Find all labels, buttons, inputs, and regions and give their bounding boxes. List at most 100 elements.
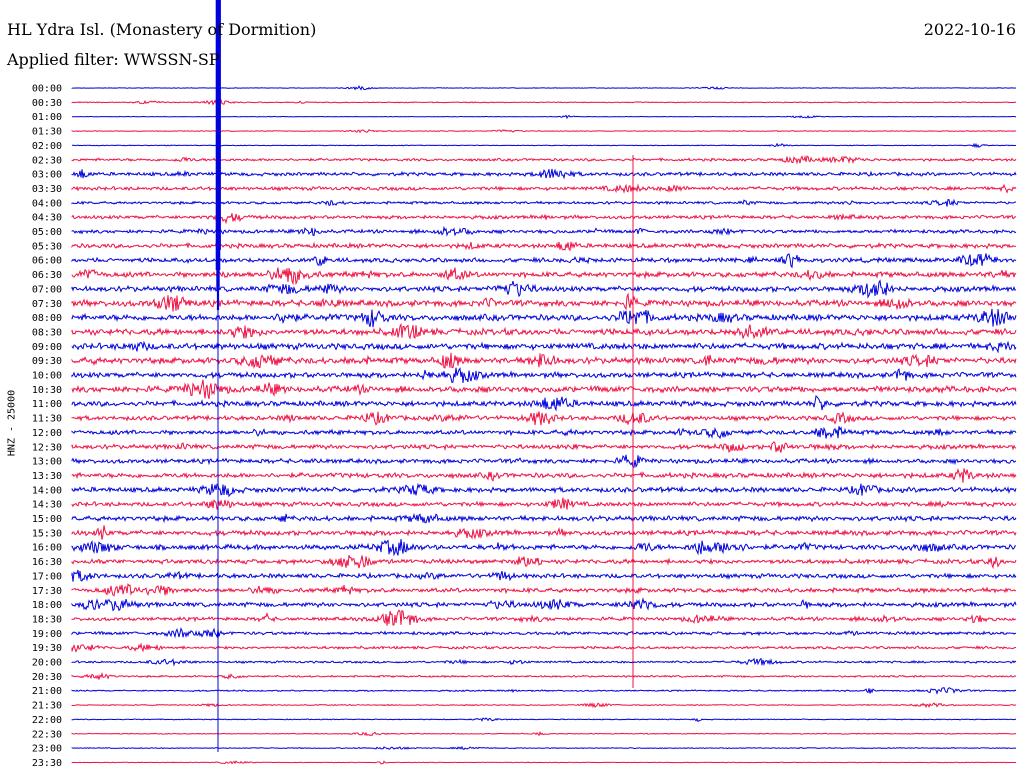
seismic-trace (71, 168, 1017, 180)
seismic-trace (71, 241, 1017, 252)
row-time-label: 08:00 (32, 313, 62, 324)
row-time-label: 02:30 (32, 155, 62, 166)
row-time-label: 23:00 (32, 744, 62, 755)
row-time-label: 16:00 (32, 543, 62, 554)
seismic-trace (71, 426, 1017, 440)
row-time-label: 03:00 (32, 170, 62, 181)
seismic-trace (71, 340, 1017, 354)
seismic-trace (71, 482, 1017, 498)
row-time-label: 15:30 (32, 528, 62, 539)
seismic-trace (71, 497, 1017, 510)
row-time-label: 00:30 (32, 98, 62, 109)
seismic-trace (71, 686, 1017, 695)
seismic-trace (71, 717, 1016, 722)
seismic-trace (71, 183, 1017, 194)
row-time-label: 01:30 (32, 127, 62, 138)
row-time-label: 12:30 (32, 442, 62, 453)
seismic-trace (71, 352, 1017, 370)
row-time-label: 11:30 (32, 414, 62, 425)
row-time-label: 12:00 (32, 428, 62, 439)
row-time-label: 21:00 (32, 686, 62, 697)
station-title: HL Ydra Isl. (Monastery of Dormition) (7, 20, 317, 39)
seismic-trace (71, 253, 1017, 269)
row-time-label: 11:00 (32, 399, 62, 410)
seismic-trace (71, 129, 1017, 134)
seismic-trace (71, 279, 1017, 299)
row-time-label: 13:30 (32, 471, 62, 482)
seismic-trace (71, 583, 1016, 597)
channel-axis-label: HNZ - 25000 (6, 389, 18, 457)
seismic-trace (71, 441, 1017, 453)
seismic-trace (71, 671, 1017, 680)
seismic-trace (71, 525, 1017, 540)
seismic-trace (71, 569, 1017, 582)
seismic-trace (71, 379, 1017, 400)
seismic-trace (71, 642, 1017, 653)
seismic-trace (71, 395, 1017, 412)
seismic-trace (71, 597, 1017, 612)
seismic-trace (71, 760, 1016, 765)
filter-label: Applied filter: WWSSN-SP (7, 50, 220, 69)
row-time-label: 04:30 (32, 213, 62, 224)
seismic-trace (71, 627, 1017, 639)
seismic-trace (71, 730, 1017, 737)
row-time-label: 17:30 (32, 586, 62, 597)
row-time-label: 22:00 (32, 715, 62, 726)
row-time-label: 13:00 (32, 457, 62, 468)
row-time-label: 04:00 (32, 198, 62, 209)
seismic-trace (71, 468, 1017, 483)
row-time-label: 09:30 (32, 356, 62, 367)
row-time-label: 08:30 (32, 327, 62, 338)
row-time-label: 18:00 (32, 600, 62, 611)
seismic-trace (71, 292, 1017, 312)
row-time-label: 07:00 (32, 284, 62, 295)
row-time-label: 22:30 (32, 729, 62, 740)
seismic-trace (72, 114, 1017, 120)
seismic-trace (71, 85, 1017, 91)
seismic-trace (71, 538, 1016, 557)
row-time-label: 19:00 (32, 629, 62, 640)
seismic-trace (71, 308, 1017, 328)
seismic-trace (71, 657, 1017, 667)
seismic-trace (71, 609, 1017, 626)
seismic-trace (71, 212, 1016, 225)
row-time-label: 18:30 (32, 614, 62, 625)
row-time-label: 10:00 (32, 371, 62, 382)
row-time-label: 15:00 (32, 514, 62, 525)
row-time-label: 21:30 (32, 701, 62, 712)
row-time-label: 16:30 (32, 557, 62, 568)
row-time-label: 14:00 (32, 485, 62, 496)
row-time-label: 19:30 (32, 643, 62, 654)
seismic-trace (71, 411, 1017, 426)
row-time-label: 14:30 (32, 500, 62, 511)
seismic-trace (71, 555, 1017, 570)
row-time-label: 02:00 (32, 141, 62, 152)
seismic-trace (71, 323, 1017, 340)
row-time-label: 20:30 (32, 672, 62, 683)
row-time-label: 05:30 (32, 241, 62, 252)
seismic-trace (71, 702, 1016, 709)
seismic-trace (71, 98, 1017, 106)
seismic-trace (71, 267, 1017, 286)
seismic-trace (71, 367, 1017, 384)
seismic-trace (71, 142, 1017, 149)
row-time-label: 03:30 (32, 184, 62, 195)
row-time-label: 06:00 (32, 256, 62, 267)
seismic-trace (71, 154, 1017, 165)
row-time-label: 01:00 (32, 112, 62, 123)
seismic-trace (71, 198, 1017, 207)
row-time-label: 20:00 (32, 658, 62, 669)
row-time-label: 17:00 (32, 571, 62, 582)
row-time-label: 09:00 (32, 342, 62, 353)
seismic-trace (71, 225, 1017, 237)
row-time-label: 00:00 (32, 84, 62, 95)
seismic-trace (71, 454, 1017, 468)
row-time-label: 23:30 (32, 758, 62, 769)
row-time-label: 06:30 (32, 270, 62, 281)
row-time-label: 07:30 (32, 299, 62, 310)
row-time-label: 10:30 (32, 385, 62, 396)
seismic-trace (71, 745, 1017, 751)
row-time-label: 05:00 (32, 227, 62, 238)
record-date: 2022-10-16 (923, 20, 1016, 39)
